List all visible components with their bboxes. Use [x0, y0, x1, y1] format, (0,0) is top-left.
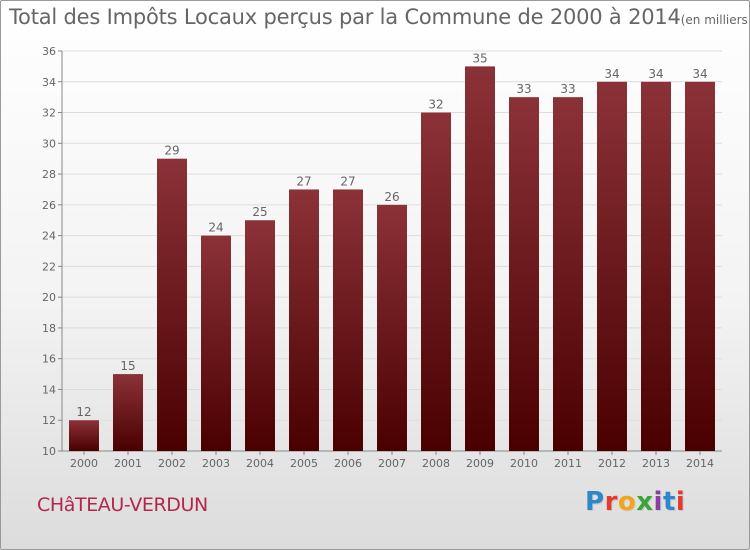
bar-2005	[289, 189, 319, 451]
y-tick-label: 20	[42, 291, 56, 304]
x-tick-label: 2013	[642, 457, 670, 470]
y-tick-label: 16	[42, 353, 56, 366]
x-tick-label: 2000	[70, 457, 98, 470]
data-label: 35	[472, 51, 487, 65]
x-tick-label: 2008	[422, 457, 450, 470]
bar-2007	[377, 204, 407, 451]
data-label: 27	[340, 174, 355, 188]
data-label: 33	[516, 82, 531, 96]
y-tick-label: 10	[42, 445, 56, 458]
bar-2009	[465, 66, 495, 451]
bar-2010	[509, 97, 539, 452]
bar-2002	[157, 158, 187, 451]
x-tick-label: 2010	[510, 457, 538, 470]
data-label: 34	[604, 67, 619, 81]
chart-title-main: Total des Impôts Locaux perçus par la Co…	[9, 5, 681, 29]
x-tick-label: 2004	[246, 457, 274, 470]
x-tick-label: 2007	[378, 457, 406, 470]
x-tick-label: 2001	[114, 457, 142, 470]
y-tick-label: 26	[42, 199, 56, 212]
bar-2004	[245, 220, 275, 451]
x-tick-label: 2009	[466, 457, 494, 470]
bar-2013	[641, 81, 671, 452]
commune-name: CHâTEAU-VERDUN	[37, 494, 208, 516]
data-labels: 12 15 29 24 25 27 27 26 32 35 33 33 34 34 34	[76, 51, 707, 419]
data-label: 29	[164, 144, 179, 158]
y-tick-label: 24	[42, 230, 56, 243]
bar-2012	[597, 81, 627, 452]
x-tick-label: 2002	[158, 457, 186, 470]
y-tick-label: 14	[42, 383, 56, 396]
bar-2000	[69, 420, 99, 451]
x-tick-label: 2003	[202, 457, 230, 470]
y-tick-label: 18	[42, 322, 56, 335]
y-tick-label: 12	[42, 414, 56, 427]
axes: 10 12 14 16 18 20 22 24 26 28 30 32 34 36 2000 2001 2002…	[42, 45, 722, 470]
bar-2006	[333, 189, 363, 451]
chart-title: Total des Impôts Locaux perçus par la Co…	[9, 5, 749, 29]
data-label: 27	[296, 174, 311, 188]
logo-letter: x	[636, 487, 654, 517]
data-label: 34	[648, 67, 663, 81]
x-tick-label: 2012	[598, 457, 626, 470]
data-label: 12	[76, 405, 91, 419]
logo-letter: i	[675, 487, 686, 517]
y-tick-label: 34	[42, 76, 56, 89]
x-tick-label: 2014	[686, 457, 714, 470]
bar-2011	[553, 97, 583, 452]
data-label: 24	[208, 221, 223, 235]
logo-letter: i	[653, 487, 663, 517]
x-tick-label: 2011	[554, 457, 582, 470]
y-tick-label: 22	[42, 260, 56, 273]
data-label: 15	[120, 359, 135, 373]
bar-2008	[421, 112, 451, 452]
y-tick-label: 36	[42, 45, 56, 58]
logo-letter: t	[662, 487, 676, 517]
x-tick-label: 2006	[334, 457, 362, 470]
bar-2003	[201, 235, 231, 451]
chart-title-unit: (en milliers d'€)	[680, 13, 749, 27]
data-label: 34	[692, 67, 707, 81]
data-label: 25	[252, 205, 267, 219]
y-tick-label: 32	[42, 107, 56, 120]
logo-letter: r	[604, 487, 618, 517]
logo-letter: P	[585, 487, 605, 517]
y-tick-label: 30	[42, 137, 56, 150]
bar-2001	[113, 374, 143, 451]
bars	[69, 66, 715, 452]
y-tick-label: 28	[42, 168, 56, 181]
data-label: 32	[428, 98, 443, 112]
x-tick-label: 2005	[290, 457, 318, 470]
data-label: 33	[560, 82, 575, 96]
logo-letter: o	[617, 487, 637, 517]
data-label: 26	[384, 190, 399, 204]
bar-2014	[685, 81, 715, 452]
proxiti-logo: Proxiti	[585, 487, 685, 517]
